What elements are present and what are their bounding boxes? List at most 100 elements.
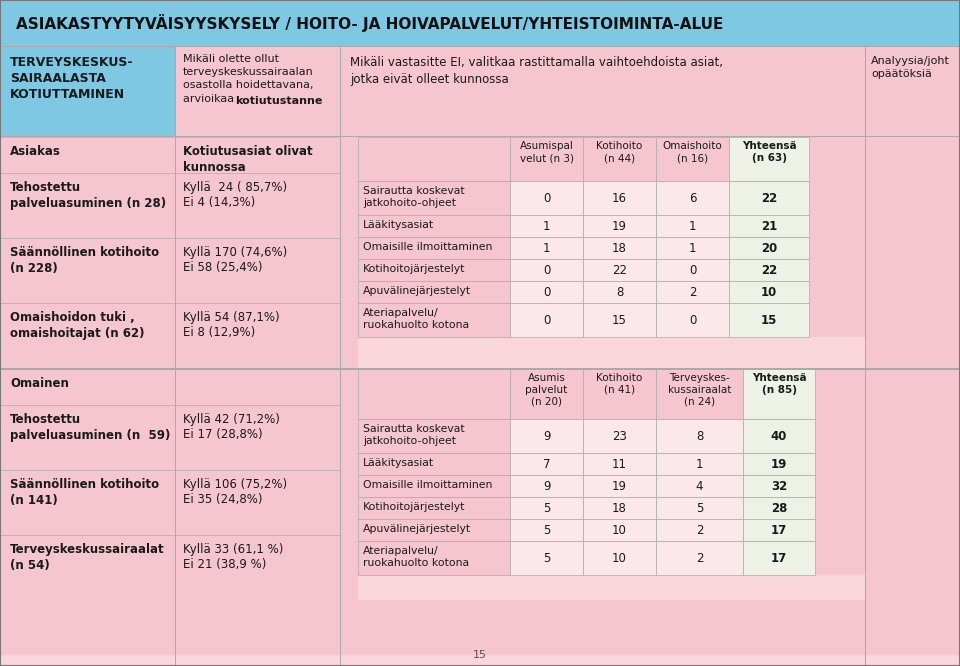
Bar	[583, 369, 656, 419]
Text: 40: 40	[771, 430, 787, 442]
Bar	[583, 259, 656, 281]
Bar	[583, 419, 656, 453]
Text: 0: 0	[542, 264, 550, 276]
Text: Ateriapalvelu/
ruokahuolto kotona: Ateriapalvelu/ ruokahuolto kotona	[363, 546, 469, 568]
Bar	[510, 281, 583, 303]
Text: Kyllä 33 (61,1 %): Kyllä 33 (61,1 %)	[183, 543, 283, 556]
Bar	[656, 137, 729, 181]
Bar	[175, 238, 340, 303]
Text: Ei 4 (14,3%): Ei 4 (14,3%)	[183, 196, 255, 209]
Text: 21: 21	[761, 220, 778, 232]
Bar	[510, 541, 583, 575]
Bar	[510, 497, 583, 519]
Text: TERVEYSKESKUS-
SAIRAALASTA
KOTIUTTAMINEN: TERVEYSKESKUS- SAIRAALASTA KOTIUTTAMINEN	[10, 56, 133, 101]
Bar	[510, 453, 583, 475]
Text: Lääkitysasiat: Lääkitysasiat	[363, 220, 434, 230]
Text: 28: 28	[771, 501, 787, 515]
Bar	[583, 453, 656, 475]
Bar	[656, 475, 743, 497]
Text: Ei 58 (25,4%): Ei 58 (25,4%)	[183, 261, 262, 274]
Text: Sairautta koskevat
jatkohoito-ohjeet: Sairautta koskevat jatkohoito-ohjeet	[363, 186, 465, 208]
Bar	[175, 405, 340, 470]
Text: Kyllä  24 ( 85,7%): Kyllä 24 ( 85,7%)	[183, 181, 287, 194]
Text: 22: 22	[761, 192, 778, 204]
Text: 10: 10	[761, 286, 778, 298]
Bar	[510, 215, 583, 237]
Text: 0: 0	[689, 264, 696, 276]
Text: 7: 7	[542, 458, 550, 470]
Bar	[656, 497, 743, 519]
Bar	[743, 497, 815, 519]
Text: Tehostettu
palveluasuminen (n 28): Tehostettu palveluasuminen (n 28)	[10, 181, 166, 210]
Bar	[656, 419, 743, 453]
Bar	[583, 519, 656, 541]
Bar	[729, 237, 809, 259]
Text: Tehostettu
palveluasuminen (n  59): Tehostettu palveluasuminen (n 59)	[10, 413, 170, 442]
Text: 10: 10	[612, 551, 627, 565]
Text: Kotihoito
(n 44): Kotihoito (n 44)	[596, 141, 642, 163]
Text: 10: 10	[612, 523, 627, 537]
Text: 17: 17	[771, 523, 787, 537]
Text: 9: 9	[542, 430, 550, 442]
Bar	[0, 46, 960, 47]
Bar	[815, 369, 865, 575]
Text: 2: 2	[696, 551, 704, 565]
Bar	[0, 600, 960, 655]
Bar	[0, 303, 175, 368]
Text: 5: 5	[542, 551, 550, 565]
Text: Omaisille ilmoittaminen: Omaisille ilmoittaminen	[363, 480, 492, 490]
Text: 19: 19	[771, 458, 787, 470]
Bar	[358, 259, 510, 281]
Bar	[175, 46, 340, 136]
Text: Yhteensä
(n 63): Yhteensä (n 63)	[742, 141, 796, 163]
Text: 1: 1	[696, 458, 704, 470]
Text: Apuvälinejärjestelyt: Apuvälinejärjestelyt	[363, 286, 471, 296]
Bar	[656, 369, 743, 419]
Text: 15: 15	[612, 314, 627, 326]
Text: 18: 18	[612, 501, 627, 515]
Text: Kotihoitojärjestelyt: Kotihoitojärjestelyt	[363, 502, 466, 512]
Bar	[656, 303, 729, 337]
Bar	[0, 137, 175, 173]
Text: Terveyskes-
kussairaalat
(n 24): Terveyskes- kussairaalat (n 24)	[668, 373, 732, 407]
Bar	[656, 215, 729, 237]
Text: Sairautta koskevat
jatkohoito-ohjeet: Sairautta koskevat jatkohoito-ohjeet	[363, 424, 465, 446]
Text: Yhteensä
(n 85): Yhteensä (n 85)	[752, 373, 806, 395]
Bar	[358, 303, 510, 337]
Text: Terveyskeskussairaalat
(n 54): Terveyskeskussairaalat (n 54)	[10, 543, 164, 572]
Bar	[0, 535, 175, 600]
Text: 5: 5	[542, 523, 550, 537]
Bar	[743, 419, 815, 453]
Bar	[865, 137, 960, 368]
Bar	[340, 46, 341, 666]
Text: 16: 16	[612, 192, 627, 204]
Bar	[583, 281, 656, 303]
Bar	[656, 541, 743, 575]
Bar	[358, 419, 510, 453]
Bar	[743, 519, 815, 541]
Text: Säännöllinen kotihoito
(n 141): Säännöllinen kotihoito (n 141)	[10, 478, 159, 507]
Bar	[510, 475, 583, 497]
Text: Asiakas: Asiakas	[10, 145, 60, 158]
Bar	[510, 137, 583, 181]
Text: 15: 15	[473, 650, 487, 660]
Bar	[358, 497, 510, 519]
Text: 19: 19	[612, 480, 627, 492]
Text: Apuvälinejärjestelyt: Apuvälinejärjestelyt	[363, 524, 471, 534]
Text: 1: 1	[688, 242, 696, 254]
Bar	[510, 519, 583, 541]
Text: Kotiutusasiat olivat
kunnossa: Kotiutusasiat olivat kunnossa	[183, 145, 313, 174]
Text: Asumis
palvelut
(n 20): Asumis palvelut (n 20)	[525, 373, 567, 407]
Text: 2: 2	[688, 286, 696, 298]
Text: 0: 0	[689, 314, 696, 326]
Text: 0: 0	[542, 192, 550, 204]
Bar	[358, 519, 510, 541]
Text: 8: 8	[615, 286, 623, 298]
Text: ASIAKASTYYTYVÄISYYSKYSELY / HOITO- JA HOIVAPALVELUT/YHTEISTOIMINTA-ALUE: ASIAKASTYYTYVÄISYYSKYSELY / HOITO- JA HO…	[16, 14, 724, 32]
Bar	[0, 470, 175, 535]
Bar	[510, 369, 583, 419]
Bar	[358, 453, 510, 475]
Bar	[175, 369, 340, 405]
Text: 5: 5	[542, 501, 550, 515]
Text: Mikäli vastasitte EI, valitkaa rastittamalla vaihtoehdoista asiat,
jotka eivät o: Mikäli vastasitte EI, valitkaa rastittam…	[350, 56, 723, 86]
